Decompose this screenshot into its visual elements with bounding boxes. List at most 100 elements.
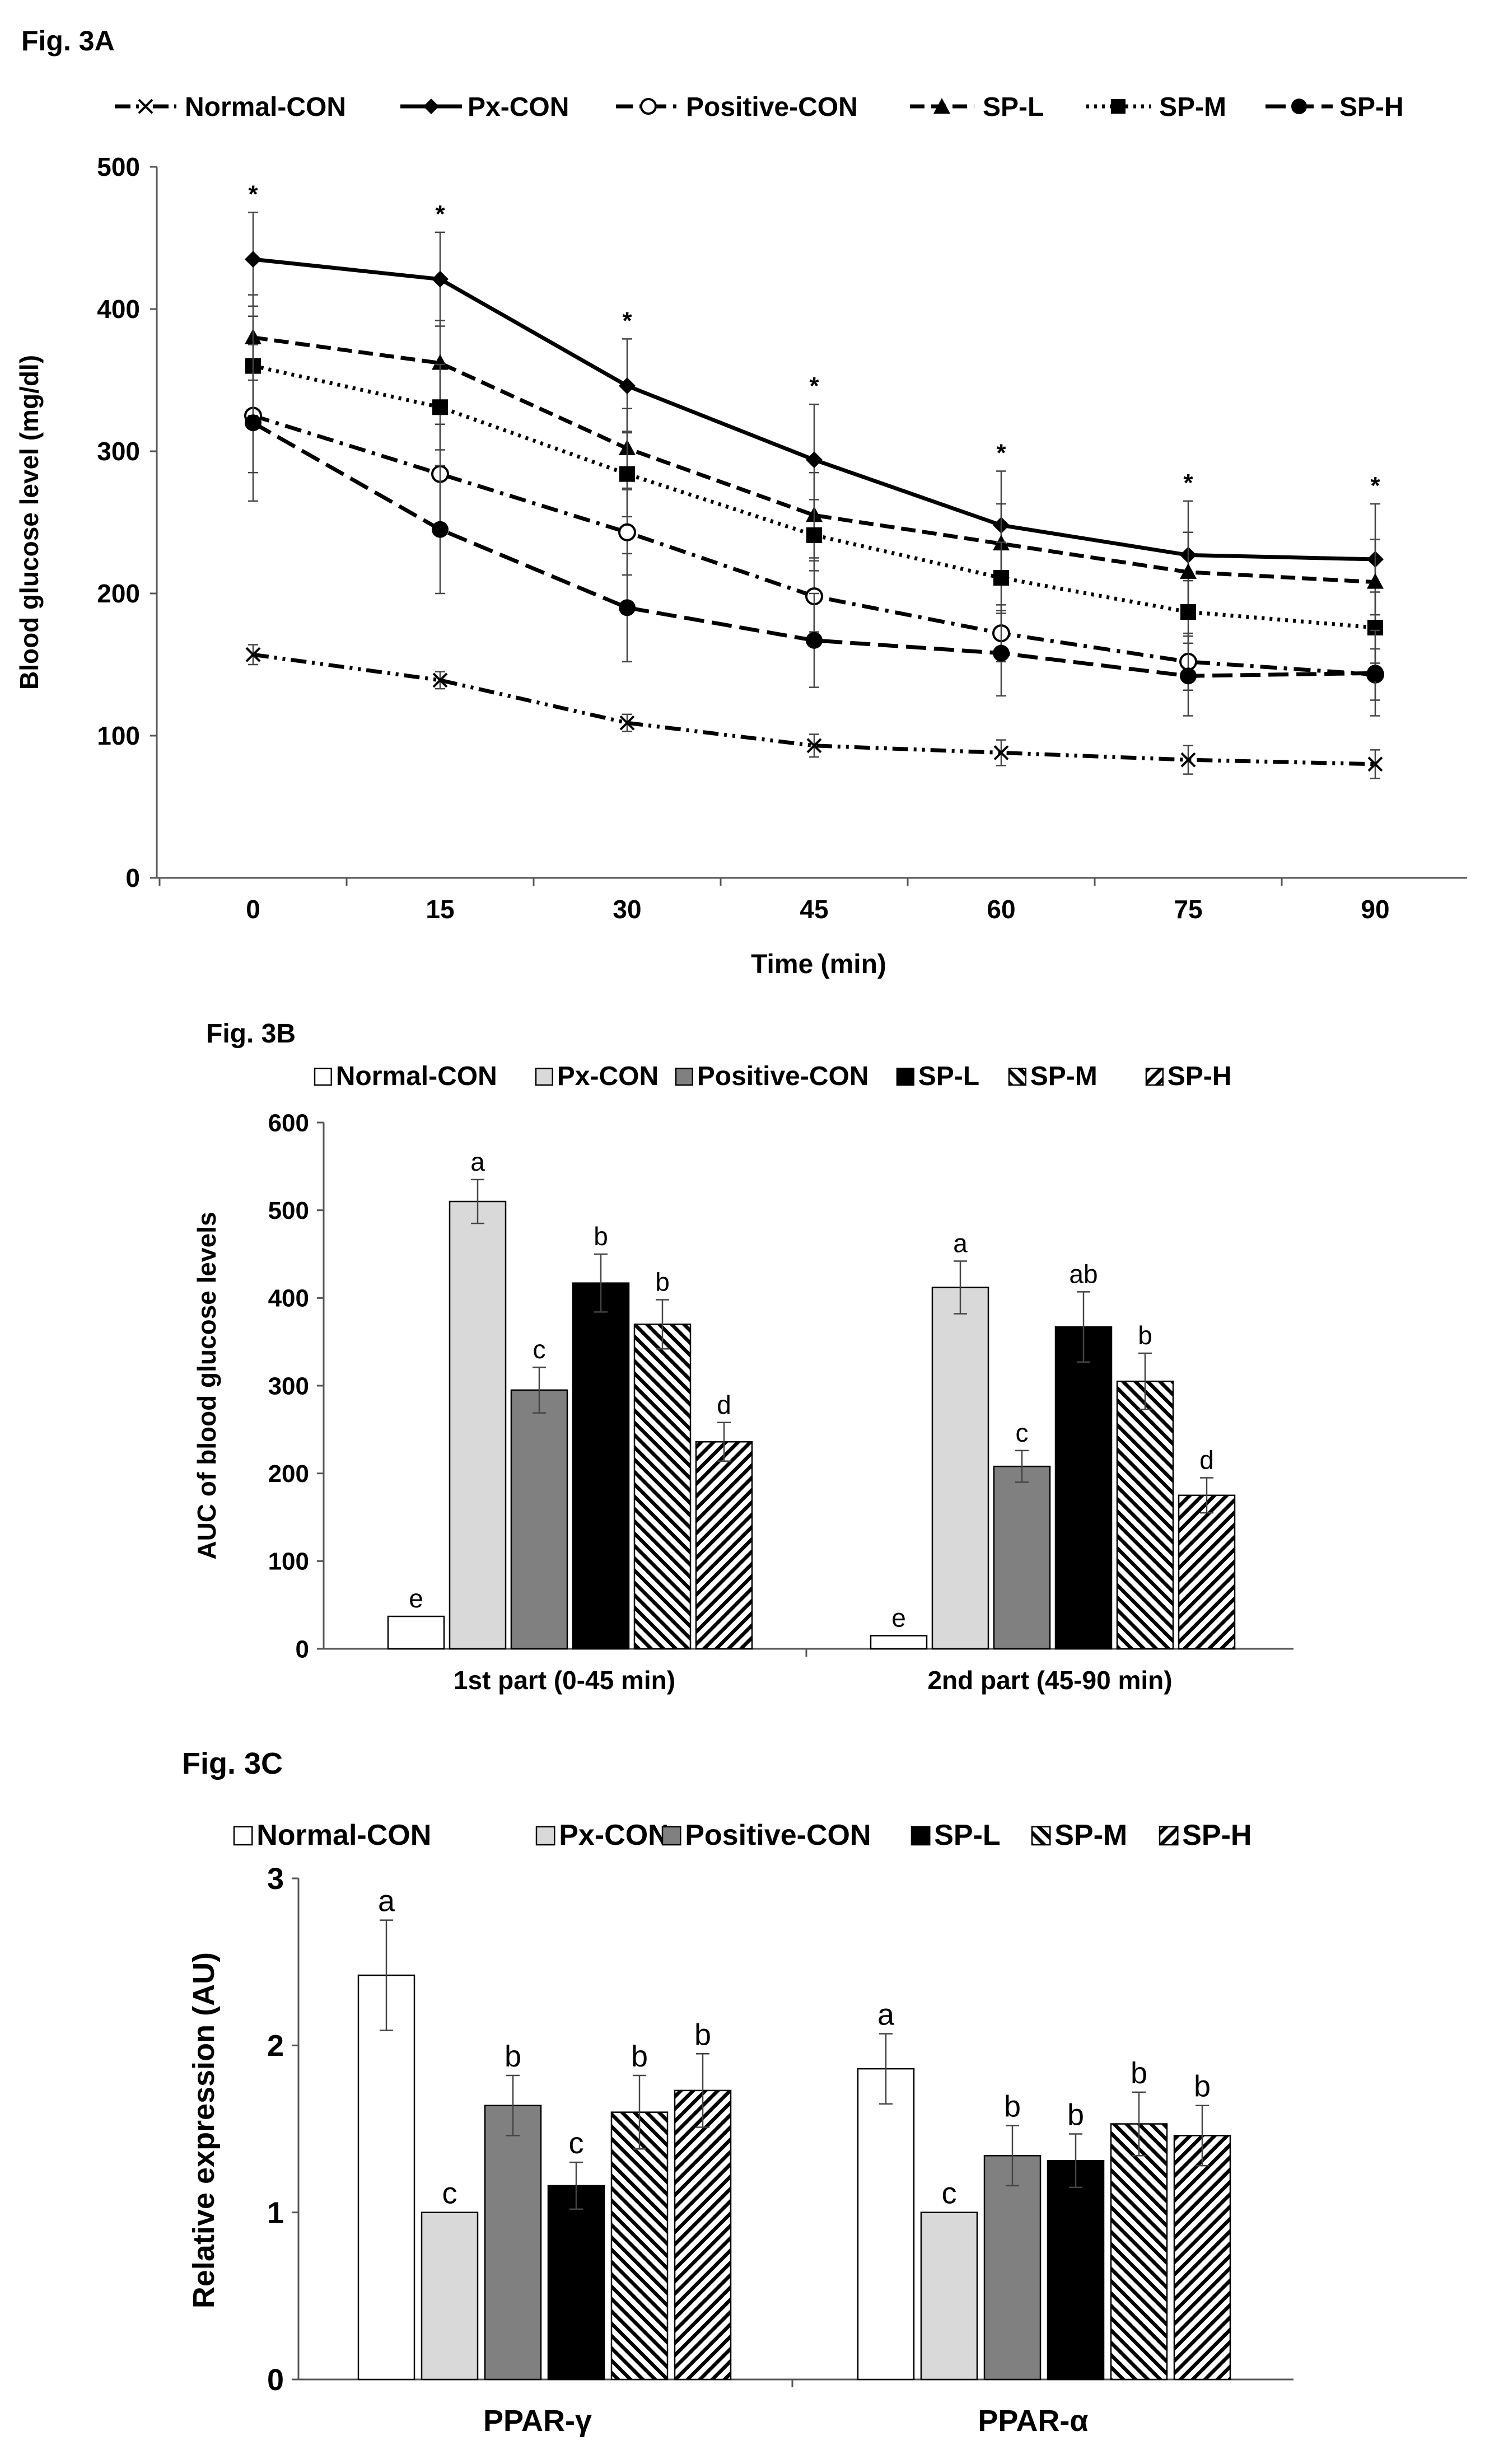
data-point-3a-px-con	[245, 251, 261, 268]
legend-label-sp-m: SP-M	[1030, 1062, 1098, 1091]
category-label-3b: 1st part (0-45 min)	[454, 1666, 675, 1695]
legend-item-sp-h: SP-H	[1145, 1062, 1232, 1091]
significance-letter-3c: b	[505, 2040, 521, 2073]
legend-item-sp-m: SP-M	[1008, 1062, 1098, 1091]
bar-3c-normal-con	[857, 2068, 915, 2381]
legend-item-normal-con: Normal-CON	[233, 1819, 431, 1851]
x-tick-label-3a: 0	[246, 895, 260, 924]
significance-letter-3c: c	[569, 2126, 584, 2160]
legend-item-px-con: Px-CON	[535, 1819, 669, 1851]
x-tick-label-3a: 60	[987, 895, 1015, 924]
significance-letter-3c: a	[877, 1998, 895, 2031]
bar-3c-px-con	[920, 2211, 978, 2381]
y-tick-label-3b: 200	[268, 1460, 309, 1488]
significance-marker-3a: *	[435, 200, 445, 228]
bar-3c-sp-l	[547, 2185, 605, 2381]
y-tick-labels-3c: 0 1 2 3	[267, 1862, 298, 2397]
data-point-3a-sp-m	[619, 466, 635, 482]
x-axis-title-3a: Time (min)	[751, 950, 886, 979]
legend-swatch-sp-h	[1159, 1826, 1179, 1846]
error-bar-3c	[633, 2074, 646, 2150]
data-point-3a-normal-con	[806, 738, 822, 754]
error-bar-3b	[1015, 1450, 1029, 1483]
significance-marker-3a: *	[248, 180, 258, 208]
bar-3c-sp-h	[1173, 2135, 1231, 2381]
data-point-3a-sp-h	[993, 644, 1010, 662]
significance-letter-3b: d	[717, 1390, 731, 1419]
panel-3c-label: Fig. 3C	[182, 1747, 283, 1780]
y-tick-label-3a: 0	[125, 863, 140, 892]
legend-item-positive-con: Positive-CON	[675, 1062, 869, 1091]
significance-letter-3c: b	[1067, 2098, 1084, 2131]
y-tick-label-3c: 1	[267, 2196, 284, 2230]
legend-label-sp-l: SP-L	[934, 1819, 1000, 1851]
data-point-3a-sp-m	[1180, 604, 1196, 620]
error-bar-3b	[954, 1260, 967, 1315]
data-point-3a-sp-m	[806, 527, 822, 543]
bar-3b-positive-con	[993, 1465, 1051, 1650]
y-axis-title-3b: AUC of blood glucose levels	[192, 1212, 221, 1559]
y-tick-label-3a: 100	[97, 721, 140, 750]
panel-3a-label: Fig. 3A	[21, 25, 115, 57]
error-bar-3c	[879, 2033, 893, 2105]
error-bar-3b	[717, 1422, 731, 1462]
legend-label-sp-h: SP-H	[1168, 1062, 1232, 1091]
plot-area-3a: * * * * * * *	[244, 180, 1384, 779]
error-bar-3c	[506, 2074, 520, 2136]
significance-letter-3c: c	[942, 2177, 957, 2210]
error-bar-3c	[1132, 2091, 1146, 2157]
data-point-3a-sp-h	[245, 414, 261, 432]
legend-3a-item-sp-m: SP-M	[1086, 92, 1226, 122]
x-tick-label-3a: 30	[613, 895, 641, 924]
legend-3c: Normal-CON Px-CON Positive-CON SP-L SP-M SP-H	[233, 1819, 1251, 1851]
y-tick-labels-3b: 0 100 200 300 400 500 600	[268, 1109, 324, 1663]
legend-3b: Normal-CON Px-CON Positive-CON SP-L SP-M SP-H	[314, 1062, 1232, 1091]
y-tick-label-3b: 0	[296, 1635, 309, 1663]
legend-label-positive-con: Positive-CON	[697, 1062, 869, 1091]
data-point-3a-normal-con	[619, 715, 635, 731]
legend-label-sp-l: SP-L	[918, 1062, 979, 1091]
significance-marker-3a: *	[996, 440, 1006, 467]
bar-3b-sp-h	[695, 1441, 753, 1650]
legend-3a-label-positive-con: Positive-CON	[686, 92, 858, 122]
data-point-3a-normal-con	[1180, 752, 1196, 768]
legend-item-sp-h: SP-H	[1159, 1819, 1251, 1851]
panel-3b-label: Fig. 3B	[206, 1019, 296, 1049]
error-bar-3c	[1069, 2133, 1082, 2189]
panel-3c: Fig. 3C Normal-CON Px-CON Positive-CON SP-L…	[182, 1747, 1293, 2438]
panel-3a: Fig. 3A Normal-CON Px-CON Positive-CON S…	[15, 25, 1467, 979]
category-label-3b: 2nd part (45-90 min)	[927, 1666, 1172, 1695]
significance-letter-3b: e	[409, 1584, 423, 1613]
bar-3c-px-con	[421, 2211, 479, 2381]
legend-label-px-con: Px-CON	[559, 1819, 669, 1851]
legend-3a-label-sp-h: SP-H	[1339, 92, 1404, 122]
legend-3a-item-normal-con: Normal-CON	[115, 92, 346, 122]
significance-letter-3b: a	[953, 1229, 968, 1258]
error-bar-3b	[1077, 1291, 1090, 1363]
y-tick-label-3a: 400	[97, 294, 140, 324]
legend-swatch-sp-m	[1008, 1067, 1027, 1086]
significance-marker-3a: *	[809, 372, 819, 400]
x-tick-label-3a: 45	[800, 895, 828, 924]
error-bar-3b	[594, 1253, 608, 1313]
significance-letter-3c: a	[378, 1885, 395, 1918]
legend-3a-item-px-con: Px-CON	[400, 92, 569, 122]
error-bar-3b	[533, 1366, 546, 1414]
significance-letter-3b: b	[655, 1267, 670, 1296]
significance-letter-3c: b	[694, 2018, 711, 2051]
data-point-3a-px-con	[432, 270, 449, 288]
legend-3a-item-sp-h: SP-H	[1265, 92, 1404, 122]
legend-swatch-normal-con	[314, 1067, 333, 1086]
data-point-3a-sp-h	[1367, 665, 1384, 682]
y-tick-label-3c: 0	[267, 2363, 284, 2397]
data-point-3a-sp-l	[1367, 573, 1384, 589]
legend-swatch-normal-con	[233, 1826, 253, 1846]
significance-letter-3c: b	[1194, 2070, 1211, 2103]
error-bar-3b	[656, 1299, 669, 1350]
legend-swatch-px-con	[535, 1826, 555, 1846]
data-point-3a-sp-h	[1180, 667, 1197, 685]
bar-3b-sp-l	[572, 1282, 630, 1650]
significance-letter-3b: c	[1016, 1418, 1029, 1447]
legend-3a: Normal-CON Px-CON Positive-CON SP-L SP-M	[115, 92, 1404, 122]
